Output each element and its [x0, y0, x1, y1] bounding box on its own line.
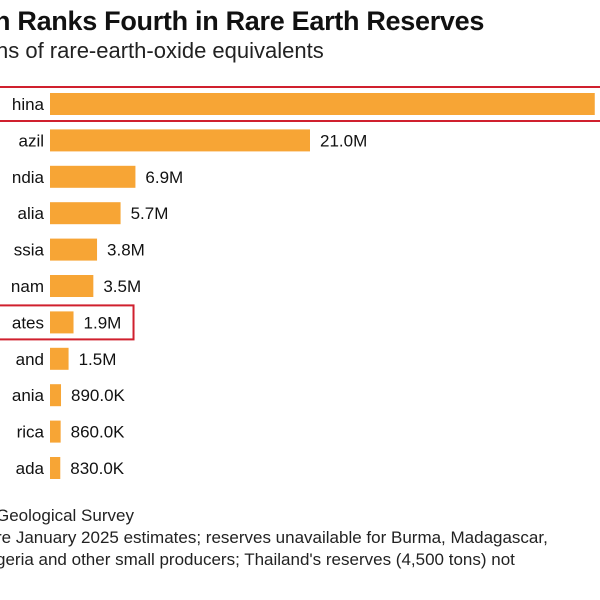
chart-title: n Ranks Fourth in Rare Earth Reserves: [0, 6, 485, 36]
footnote-line-1: re January 2025 estimates; reserves unav…: [0, 528, 548, 547]
bar: [50, 165, 136, 188]
category-label: ates: [12, 313, 44, 332]
value-label: 1.5M: [79, 350, 117, 369]
category-label: ania: [12, 386, 45, 405]
value-label: 3.5M: [103, 277, 141, 296]
bar: [50, 420, 61, 443]
value-label: 830.0K: [70, 459, 125, 478]
footnote-line-2: geria and other small producers; Thailan…: [0, 550, 515, 569]
category-label: alia: [18, 204, 45, 223]
value-label: 6.9M: [145, 168, 183, 187]
category-label: ndia: [12, 168, 45, 187]
bar: [50, 347, 69, 370]
value-label: 21.0M: [320, 131, 367, 150]
bar: [50, 275, 94, 297]
value-label: 3.8M: [107, 241, 145, 260]
category-label: nam: [11, 277, 44, 296]
category-label: azil: [18, 131, 44, 150]
highlight-box: [0, 86, 600, 122]
bar: [50, 129, 310, 152]
source-note: Geological Survey: [0, 506, 134, 525]
bar-chart: hina azil 21.0M ndia 6.9M alia 5.7M ssia 3.8M nam…: [0, 86, 600, 479]
bar: [50, 93, 595, 115]
category-label: hina: [12, 95, 45, 114]
bar: [50, 202, 121, 225]
highlight-box: [0, 304, 135, 341]
bar: [50, 457, 61, 479]
value-label: 1.9M: [84, 313, 122, 332]
chart-subtitle: ns of rare-earth-oxide equivalents: [0, 38, 324, 63]
category-label: ssia: [14, 241, 45, 260]
bar: [50, 384, 62, 407]
bar: [50, 311, 74, 334]
value-label: 5.7M: [131, 204, 169, 223]
category-label: rica: [17, 423, 45, 442]
value-label: 860.0K: [71, 423, 126, 442]
value-label: 890.0K: [71, 386, 126, 405]
bar: [50, 238, 98, 261]
category-label: ada: [16, 459, 45, 478]
category-label: and: [16, 350, 44, 369]
